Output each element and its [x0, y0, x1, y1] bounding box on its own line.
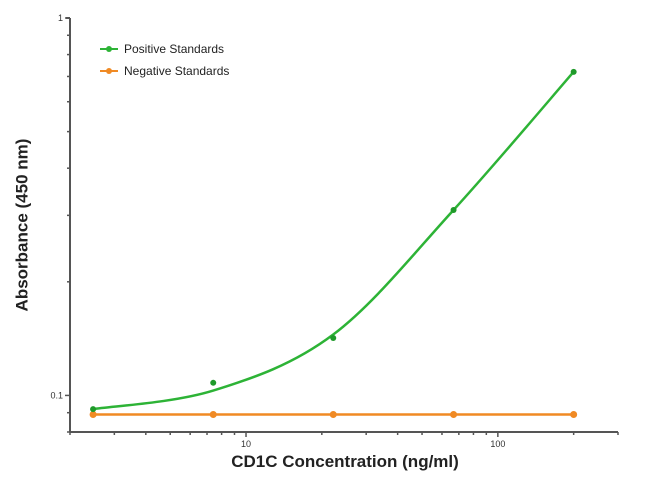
legend-marker-icon — [100, 66, 118, 76]
positive-data-point — [210, 379, 217, 386]
y-tick-label: 1 — [58, 13, 63, 23]
y-tick-label: 0.1 — [50, 390, 63, 400]
negative-data-point — [329, 411, 337, 419]
legend-label: Negative Standards — [124, 64, 230, 78]
legend-marker-icon — [100, 44, 118, 54]
positive-data-point — [570, 68, 577, 75]
legend: Positive Standards Negative Standards — [100, 38, 229, 82]
positive-data-point — [90, 406, 97, 413]
x-tick-label: 100 — [490, 439, 505, 449]
positive-fit-curve — [92, 71, 575, 411]
negative-data-point — [450, 411, 458, 419]
positive-data-point — [450, 206, 457, 213]
negative-data-point — [89, 411, 97, 419]
legend-item-negative: Negative Standards — [100, 60, 229, 82]
negative-data-point — [570, 411, 578, 419]
legend-label: Positive Standards — [124, 42, 225, 56]
legend-item-positive: Positive Standards — [100, 38, 229, 60]
y-axis-label: Absorbance (450 nm) — [2, 110, 42, 340]
y-axis-label-text: Absorbance (450 nm) — [12, 138, 32, 312]
positive-data-point — [330, 334, 337, 341]
negative-data-point — [209, 411, 217, 419]
x-axis-label: CD1C Concentration (ng/ml) — [231, 452, 459, 471]
x-tick-label: 10 — [241, 439, 251, 449]
